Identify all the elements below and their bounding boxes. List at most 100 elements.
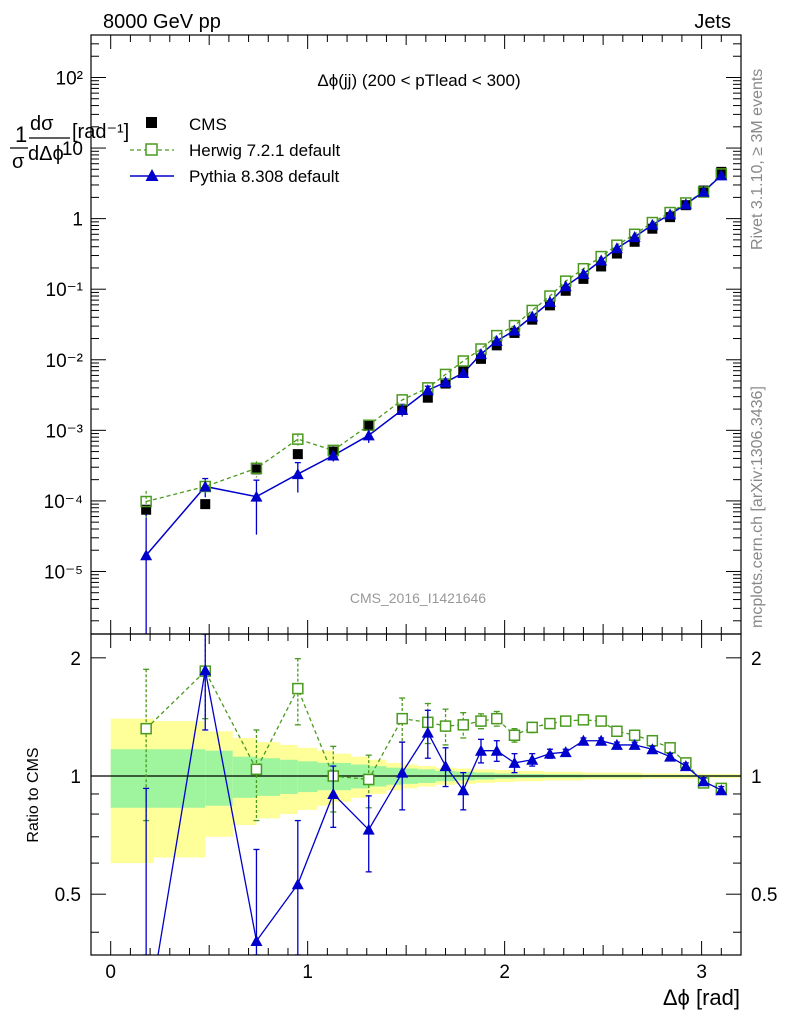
legend-pythia-marker (145, 169, 159, 181)
band-inner-bin (280, 759, 298, 794)
x-tick-label: 3 (696, 962, 707, 983)
band-inner-bin (110, 749, 155, 808)
pythia-point (490, 334, 503, 346)
axes: 0 1 2 3 10⁻⁵ 10⁻⁴ 10⁻³ 10⁻² 10⁻¹ 1 10 10² 0.5 0.5 1 1 2 2 (44, 34, 777, 983)
pythia-point (327, 449, 340, 461)
ratio-point (508, 729, 521, 742)
ylabel-ddphi: dΔϕ (28, 143, 64, 165)
legend-pythia-label: Pythia 8.308 default (189, 167, 340, 186)
ratio-point (327, 787, 340, 799)
pythia-point (628, 230, 641, 242)
ratio-point (595, 715, 607, 727)
y-tick-label: 10² (56, 68, 83, 89)
ratio-point (475, 744, 487, 756)
band-inner-bin (232, 756, 257, 798)
header-left: 8000 GeV pp (103, 11, 221, 33)
ratio-series-pythia (143, 634, 728, 955)
ratio-point (664, 750, 677, 762)
legend-herwig-marker (145, 143, 158, 156)
band-inner-bin (205, 750, 233, 806)
pythia-point (646, 218, 659, 230)
legend-cms-marker (146, 117, 157, 128)
ratio-point (508, 756, 521, 768)
ratio-point (250, 763, 263, 776)
herwig-point (140, 495, 152, 508)
pythia-point (526, 310, 539, 322)
band-inner-bin (297, 761, 318, 793)
pythia-point (543, 295, 556, 307)
pythia-point (362, 429, 375, 441)
rivet-label: Rivet 3.1.10, ≥ 3M events (749, 69, 766, 250)
ratio-point (396, 712, 408, 725)
pythia-point (559, 280, 572, 292)
ratio-tick-label-right: 1 (751, 767, 762, 788)
ratio-point (396, 766, 409, 778)
herwig-point (457, 355, 470, 367)
pythia-point (291, 468, 304, 480)
ratio-point (610, 738, 623, 750)
pythia-point (396, 403, 409, 415)
y-tick-label: 10⁻² (46, 351, 84, 372)
pythia-point (421, 384, 434, 396)
x-tick-label: 1 (302, 962, 313, 983)
ratio-point (559, 746, 572, 758)
pythia-point (140, 549, 153, 561)
herwig-line (145, 173, 722, 503)
ratio-point (628, 729, 641, 742)
ratio-tick-label-left: 0.5 (55, 885, 81, 906)
ylabel-one: 1 (15, 122, 27, 147)
ratio-point (457, 719, 470, 731)
band-inner-bin (154, 749, 206, 808)
y-tick-label: 10⁻⁴ (44, 492, 83, 513)
pythia-point (664, 208, 677, 220)
header-right: Jets (694, 11, 731, 33)
herwig-point (250, 462, 263, 475)
pythia-point (457, 366, 470, 378)
ratio-point (491, 712, 503, 725)
pythia-point (577, 267, 590, 279)
ratio-point (475, 715, 487, 727)
main-series (140, 166, 728, 634)
y-tick-label: 10⁻³ (46, 421, 84, 442)
herwig-point (292, 433, 304, 445)
ratio-point (439, 720, 452, 732)
x-axis-label: Δϕ [rad] (663, 985, 740, 1010)
ratio-point (697, 775, 710, 787)
legend-cms-label: CMS (189, 115, 227, 134)
pythia-point (508, 324, 521, 336)
cms-point (141, 504, 152, 515)
ratio-tick-label-left: 2 (70, 649, 81, 670)
ratio-point (490, 744, 503, 756)
y-tick-label: 10⁻⁵ (44, 562, 83, 583)
ratio-point (595, 734, 608, 746)
pythia-point (199, 480, 212, 492)
cms-point (578, 273, 589, 284)
pythia-point (697, 185, 710, 197)
cms-point (292, 449, 303, 460)
pythia-point (439, 376, 452, 388)
cms-point (596, 261, 607, 272)
ratio-point (362, 773, 375, 786)
ratio-uncertainty-band (91, 718, 741, 864)
ratio-point (199, 664, 212, 676)
band-inner-bin (256, 758, 281, 796)
mcplots-label: mcplots.cern.ch [arXiv:1306.3436] (749, 386, 766, 628)
ratio-point (250, 934, 263, 946)
legend: CMS Herwig 7.2.1 default Pythia 8.308 de… (130, 115, 340, 186)
ratio-point (421, 726, 434, 738)
ratio-point (526, 721, 538, 734)
ratio-point (611, 725, 623, 738)
ratio-point (577, 714, 590, 726)
chart-title: Δϕ(jj) (200 < pTlead < 300) (317, 71, 520, 90)
y-tick-label: 10 (62, 139, 83, 160)
ratio-point (292, 682, 304, 695)
ratio-point (559, 715, 572, 727)
ratio-point (140, 722, 152, 735)
pythia-point (250, 490, 263, 502)
cms-point (251, 464, 262, 475)
pythia-point (595, 254, 608, 266)
ylabel-dsigma: dσ (30, 113, 54, 135)
pythia-point (475, 348, 487, 360)
cms-point (363, 419, 374, 430)
